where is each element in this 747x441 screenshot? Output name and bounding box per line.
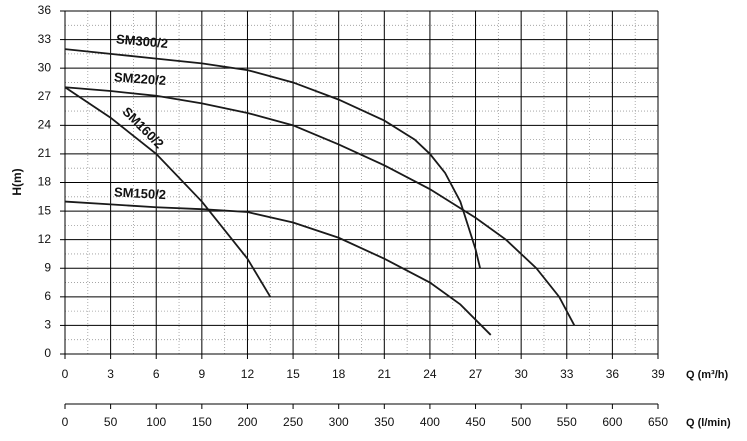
y-tick-label: 15 xyxy=(38,203,52,217)
x2-tick-label: 50 xyxy=(104,415,118,429)
x2-tick-label: 550 xyxy=(557,415,577,429)
y-tick-label: 6 xyxy=(44,289,51,303)
series-label: SM150/2 xyxy=(114,184,167,202)
y-tick-label: 9 xyxy=(44,260,51,274)
curve xyxy=(64,86,576,326)
x2-tick-label: 150 xyxy=(192,415,212,429)
x2-tick-label: 650 xyxy=(648,415,668,429)
x2-tick-label: 0 xyxy=(62,415,69,429)
x-tick-label: 18 xyxy=(332,367,346,381)
x2-tick-label: 250 xyxy=(283,415,303,429)
x-tick-label: 27 xyxy=(469,367,483,381)
curve xyxy=(64,48,481,269)
x-tick-label: 3 xyxy=(107,367,114,381)
curve xyxy=(64,200,492,336)
x2-tick-label: 500 xyxy=(511,415,531,429)
x-tick-label: 21 xyxy=(378,367,392,381)
y-tick-label: 33 xyxy=(38,32,52,46)
x-tick-label: 24 xyxy=(423,367,437,381)
y-tick-label: 3 xyxy=(44,318,51,332)
y-tick-label: 24 xyxy=(38,118,52,132)
x-tick-label: 0 xyxy=(62,367,69,381)
x2-tick-label: 300 xyxy=(329,415,349,429)
series-label: SM220/2 xyxy=(114,69,167,88)
series-label: SM300/2 xyxy=(115,31,168,50)
y-axis-label: H(m) xyxy=(10,168,24,195)
x-tick-label: 33 xyxy=(560,367,574,381)
x2-tick-label: 600 xyxy=(602,415,622,429)
x-axis-label: Q (m³/h) xyxy=(686,369,728,381)
x-tick-label: 12 xyxy=(241,367,255,381)
y-tick-label: 30 xyxy=(38,60,52,74)
x2-tick-label: 100 xyxy=(146,415,166,429)
x-tick-label: 9 xyxy=(199,367,206,381)
y-tick-label: 21 xyxy=(38,146,52,160)
y-tick-label: 36 xyxy=(38,3,52,17)
curve xyxy=(64,86,272,298)
x2-tick-label: 450 xyxy=(466,415,486,429)
x2-tick-label: 350 xyxy=(374,415,394,429)
x-tick-label: 15 xyxy=(286,367,300,381)
y-tick-label: 18 xyxy=(38,175,52,189)
x2-axis-label: Q (l/min) xyxy=(686,417,731,429)
x-tick-label: 30 xyxy=(514,367,528,381)
x-tick-label: 36 xyxy=(606,367,620,381)
y-tick-label: 12 xyxy=(38,232,52,246)
x-tick-label: 6 xyxy=(153,367,160,381)
x-tick-label: 39 xyxy=(651,367,665,381)
y-tick-label: 0 xyxy=(44,346,51,360)
y-tick-label: 27 xyxy=(38,89,52,103)
x2-tick-label: 200 xyxy=(237,415,257,429)
x2-tick-label: 400 xyxy=(420,415,440,429)
